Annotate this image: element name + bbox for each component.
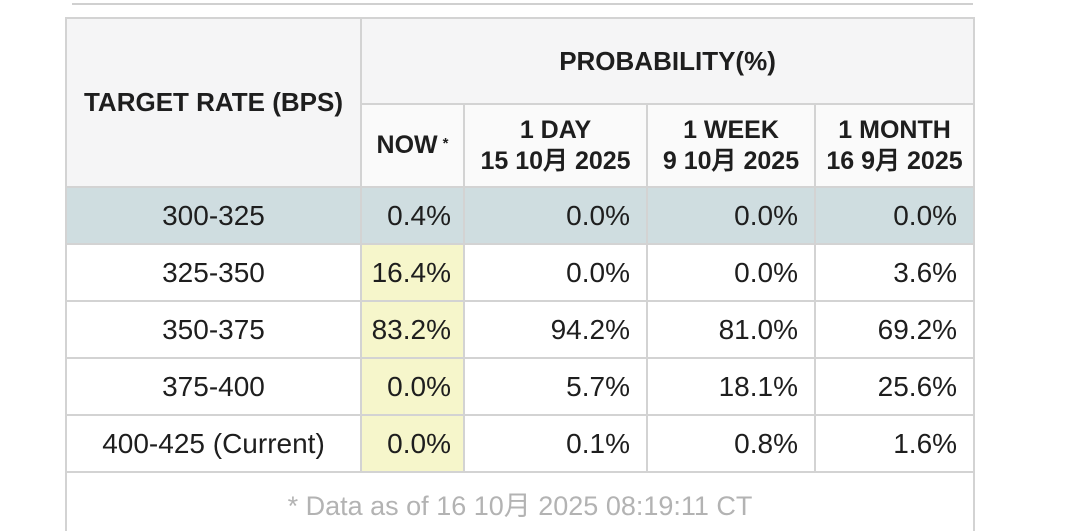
column-header-1-day: 1 DAY 15 10月 2025 (463, 103, 648, 188)
probability-1-month: 69.2% (813, 300, 976, 359)
probability-1-week: 0.8% (646, 414, 816, 473)
probability-1-day: 94.2% (463, 300, 648, 359)
period-date: 16 9月 2025 (826, 146, 963, 175)
probability-1-week: 81.0% (646, 300, 816, 359)
probability-1-month: 0.0% (813, 186, 976, 245)
data-as-of-note: * Data as of 16 10月 2025 08:19:11 CT (64, 471, 976, 531)
footnote-asterisk: * (442, 135, 449, 152)
top-divider (72, 3, 973, 5)
probability-now: 16.4% (360, 243, 465, 302)
rate-range-label: 325-350 (65, 243, 362, 302)
probability-1-month: 25.6% (813, 357, 976, 416)
period-label: 1 MONTH (838, 115, 951, 144)
probability-1-day: 0.1% (463, 414, 648, 473)
probability-now: 0.0% (360, 357, 465, 416)
rate-range-label: 375-400 (65, 357, 362, 416)
probability-header: PROBABILITY(%) (359, 17, 976, 105)
probability-1-day: 0.0% (463, 186, 648, 245)
probability-1-day: 0.0% (463, 243, 648, 302)
footnote-row: * Data as of 16 10月 2025 08:19:11 CT (64, 471, 976, 531)
table-row-375-400: 375-400 0.0% 5.7% 18.1% 25.6% (65, 357, 976, 416)
period-date: 15 10月 2025 (480, 146, 631, 175)
period-date: 9 10月 2025 (662, 146, 800, 175)
table-row-350-375: 350-375 83.2% 94.2% 81.0% 69.2% (65, 300, 976, 359)
column-header-1-month: 1 MONTH 16 9月 2025 (813, 103, 976, 188)
target-rate-header: TARGET RATE (BPS) (65, 17, 362, 188)
probability-1-week: 0.0% (646, 243, 816, 302)
table-row-325-350: 325-350 16.4% 0.0% 0.0% 3.6% (65, 243, 976, 302)
period-label: 1 DAY (519, 115, 592, 144)
period-label: 1 WEEK (683, 115, 779, 144)
column-header-now: NOW * (360, 103, 465, 188)
probability-1-day: 5.7% (463, 357, 648, 416)
probability-now: 0.4% (360, 186, 465, 245)
probability-1-month: 3.6% (813, 243, 976, 302)
rate-range-label: 300-325 (65, 186, 362, 245)
probability-1-week: 0.0% (646, 186, 816, 245)
probability-1-month: 1.6% (813, 414, 976, 473)
rate-probability-table: TARGET RATE (BPS) PROBABILITY(%) NOW * 1 … (64, 17, 976, 531)
rate-range-label: 400-425 (Current) (65, 414, 362, 473)
now-label: NOW (376, 131, 438, 159)
probability-now: 0.0% (360, 414, 465, 473)
rate-range-label: 350-375 (65, 300, 362, 359)
table-row-300-325: 300-325 0.4% 0.0% 0.0% 0.0% (65, 186, 976, 245)
table-row-400-425-current: 400-425 (Current) 0.0% 0.1% 0.8% 1.6% (65, 414, 976, 473)
probability-1-week: 18.1% (646, 357, 816, 416)
probability-now: 83.2% (360, 300, 465, 359)
column-header-1-week: 1 WEEK 9 10月 2025 (646, 103, 816, 188)
